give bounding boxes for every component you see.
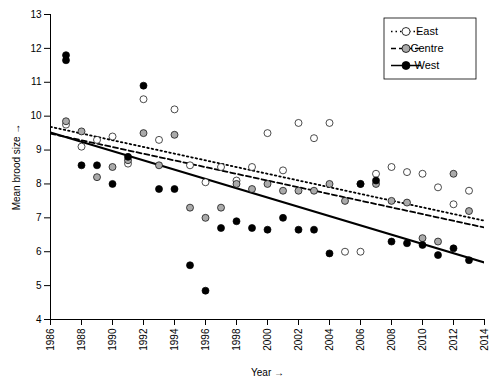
svg-text:Year →: Year →: [251, 367, 284, 378]
svg-text:5: 5: [36, 280, 42, 291]
svg-text:Centre: Centre: [410, 42, 443, 54]
svg-text:4: 4: [36, 314, 42, 325]
svg-text:1996: 1996: [200, 328, 211, 351]
svg-text:2000: 2000: [262, 328, 273, 351]
svg-text:2012: 2012: [448, 328, 459, 351]
svg-text:2014: 2014: [479, 328, 490, 351]
svg-text:1990: 1990: [107, 328, 118, 351]
svg-text:West: West: [415, 59, 440, 71]
svg-text:2006: 2006: [355, 328, 366, 351]
svg-text:1992: 1992: [138, 328, 149, 351]
svg-text:9: 9: [36, 144, 42, 155]
svg-text:7: 7: [36, 212, 42, 223]
svg-text:2004: 2004: [324, 328, 335, 351]
svg-text:1986: 1986: [45, 328, 56, 351]
svg-text:East: East: [416, 25, 438, 37]
svg-text:2002: 2002: [293, 328, 304, 351]
svg-text:11: 11: [31, 76, 42, 87]
svg-text:6: 6: [36, 246, 42, 257]
svg-text:Mean brood size →: Mean brood size →: [11, 124, 22, 211]
svg-text:13: 13: [30, 9, 42, 20]
svg-text:1988: 1988: [76, 328, 87, 351]
svg-text:2010: 2010: [417, 328, 428, 351]
svg-text:12: 12: [30, 43, 42, 54]
svg-text:8: 8: [36, 178, 42, 189]
svg-text:2008: 2008: [386, 328, 397, 351]
svg-text:10: 10: [30, 110, 42, 121]
svg-text:1998: 1998: [231, 328, 242, 351]
svg-text:1994: 1994: [169, 328, 180, 351]
